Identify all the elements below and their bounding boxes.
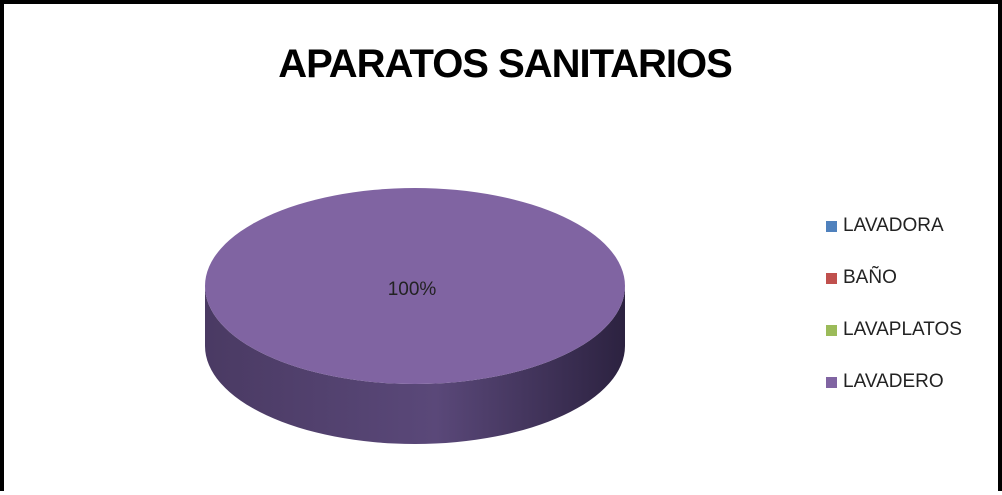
legend-swatch (826, 324, 837, 336)
pie-chart: 100% (205, 188, 625, 444)
legend-swatch (826, 272, 837, 284)
legend-item-bano: BAÑO (826, 266, 962, 290)
legend: LAVADORA BAÑO LAVAPLATOS LAVADERO (826, 214, 962, 422)
legend-label: LAVADORA (843, 215, 944, 236)
legend-label: BAÑO (843, 267, 897, 288)
data-label: 100% (388, 279, 437, 300)
legend-item-lavadora: LAVADORA (826, 214, 962, 238)
legend-label: LAVADERO (843, 371, 944, 392)
chart-title: APARATOS SANITARIOS (278, 42, 733, 86)
pie-side (205, 286, 625, 444)
pie-slice-lavadero (205, 188, 625, 384)
legend-label: LAVAPLATOS (843, 319, 962, 340)
legend-item-lavaplatos: LAVAPLATOS (826, 318, 962, 342)
legend-swatch (826, 376, 837, 388)
legend-item-lavadero: LAVADERO (826, 370, 962, 394)
legend-swatch (826, 220, 837, 232)
